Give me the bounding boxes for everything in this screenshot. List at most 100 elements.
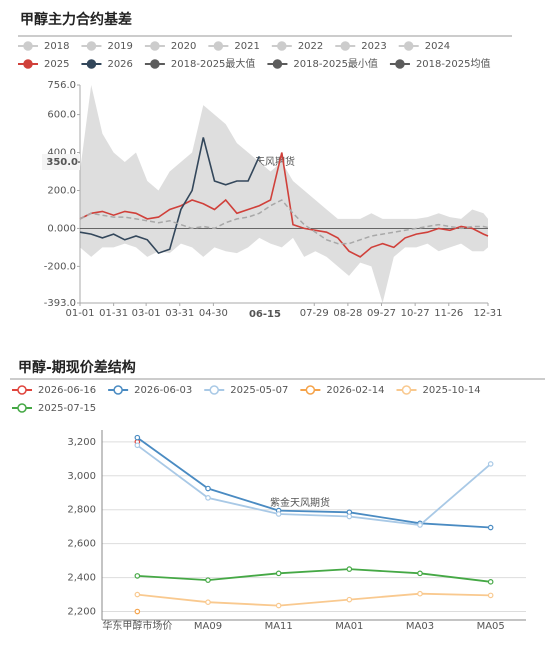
x-tick-label: 09-27 (367, 308, 396, 319)
series-line (79, 199, 489, 245)
legend-label[interactable]: 2018 (44, 41, 69, 52)
legend-label[interactable]: 2018-2025最大值 (171, 57, 256, 70)
point (487, 461, 494, 467)
x-tick-label: MA09 (194, 621, 222, 632)
legend-label[interactable]: 2026-06-16 (38, 385, 96, 396)
x-tick-label: 03-01 (132, 308, 161, 319)
range-band (80, 85, 488, 303)
point (346, 596, 353, 603)
legend-icon (23, 41, 33, 51)
series-line (136, 436, 491, 529)
y-tick-label: 3,200 (67, 437, 96, 448)
x-tick-label: MA03 (406, 621, 434, 632)
x-tick-label: 11-26 (434, 308, 463, 319)
legend-label[interactable]: 2025-07-15 (38, 403, 96, 414)
legend-label[interactable]: 2024 (425, 41, 450, 52)
y-tick-label: 200.0 (47, 185, 76, 196)
x-tick-label: 03-31 (165, 308, 194, 319)
x-tick-label: 10-27 (401, 308, 430, 319)
point (487, 592, 494, 599)
legend-label[interactable]: 2022 (298, 41, 323, 52)
point (275, 511, 282, 517)
y-tick-label: 2,400 (67, 573, 96, 584)
point (205, 577, 211, 583)
x-tick-label: 08-28 (333, 308, 362, 319)
legend-icon (213, 41, 224, 51)
point (134, 442, 141, 449)
y-tick-label: -200.0 (44, 261, 76, 272)
point (417, 570, 423, 577)
point (346, 513, 353, 520)
legend-label[interactable]: 2026-06-03 (134, 385, 192, 396)
legend-label[interactable]: 2018-2025均值 (416, 57, 491, 70)
x-tick-label: 01-01 (65, 308, 94, 319)
x-tick-label: MA05 (477, 621, 505, 632)
point (205, 495, 211, 501)
legend-label[interactable]: 2025-05-07 (230, 385, 288, 396)
series-line (79, 137, 261, 255)
legend-label[interactable]: 2025 (44, 59, 69, 70)
legend-label[interactable]: 2021 (234, 41, 259, 52)
legend-icon (17, 403, 27, 413)
pointer-label-bg (244, 306, 285, 322)
point (205, 485, 211, 492)
legend-icon (209, 385, 219, 395)
y-tick-label: 2,600 (67, 539, 96, 550)
x-tick-label: 04-30 (199, 308, 228, 319)
legend-label[interactable]: 2025-10-14 (423, 385, 481, 396)
legend-icon (305, 385, 316, 395)
y-tick-label: -393.0 (44, 298, 76, 309)
legend-icon (277, 41, 287, 51)
point (134, 608, 141, 615)
y-tick-label: 756.0 (47, 80, 76, 91)
x-tick-label: MA01 (335, 621, 363, 632)
watermark: 紫金天风期货 (270, 496, 330, 509)
legend-icon (272, 59, 283, 69)
x-tick-label: 07-29 (300, 308, 329, 319)
point (487, 579, 494, 585)
pointer-x-label: 06-15 (249, 309, 281, 320)
y-tick-label: 3,000 (67, 471, 96, 482)
legend-icon (395, 59, 405, 69)
legend-label[interactable]: 2019 (107, 41, 132, 52)
point (134, 591, 141, 598)
pointer-y-label: 350.0 (46, 157, 78, 168)
legend-icon (113, 385, 123, 395)
point (346, 566, 353, 572)
legend-icon (150, 41, 160, 51)
point (134, 434, 141, 441)
point (275, 570, 282, 577)
legend-icon (86, 41, 97, 51)
legend-label[interactable]: 2018-2025最小值 (293, 57, 378, 70)
series-line (79, 152, 489, 258)
point (417, 590, 423, 597)
x-tick-label: 华东甲醇市场价 (102, 619, 172, 632)
legend-label[interactable]: 2023 (361, 41, 386, 52)
y-tick-label: 600.0 (47, 110, 76, 121)
point (487, 524, 494, 531)
y-tick-label: 2,200 (67, 607, 96, 618)
chart-title: 甲醇-期现价差结构 (18, 359, 136, 376)
y-tick-label: 400.0 (47, 148, 76, 159)
series-line (137, 592, 491, 607)
x-tick-label: MA11 (265, 621, 293, 632)
legend-icon (403, 41, 414, 51)
point (275, 602, 282, 609)
point (205, 599, 211, 605)
legend-label[interactable]: 2020 (171, 41, 196, 52)
legend-icon (17, 385, 27, 395)
legend-label[interactable]: 2026-02-14 (326, 385, 384, 396)
chart-title: 甲醇主力合约基差 (20, 11, 132, 28)
point (417, 522, 423, 528)
pointer-label-bg (42, 154, 80, 171)
point (134, 573, 141, 579)
legend-icon (401, 385, 412, 395)
legend-icon (23, 59, 33, 69)
legend-label[interactable]: 2026 (107, 59, 132, 70)
legend-icon (86, 59, 97, 69)
series-line (137, 568, 491, 583)
y-tick-label: 2,800 (67, 505, 96, 516)
legend-icon (340, 41, 351, 51)
legend-icon (150, 59, 160, 69)
